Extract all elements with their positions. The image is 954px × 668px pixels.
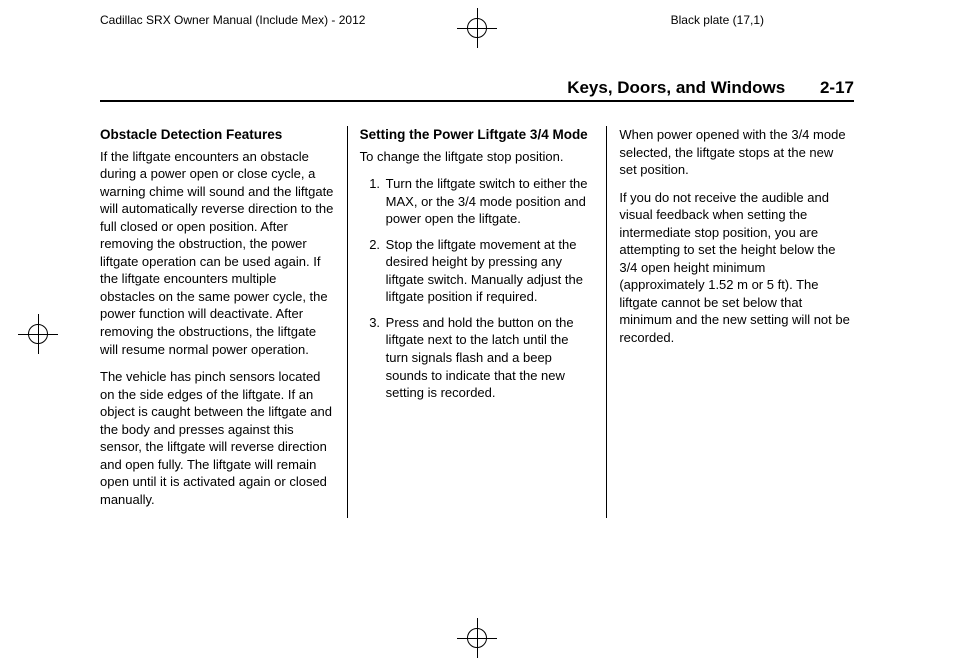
column-2: Setting the Power Liftgate 3/4 Mode To c… xyxy=(348,126,607,518)
plate-info: Black plate (17,1) xyxy=(671,13,764,27)
col1-heading: Obstacle Detection Features xyxy=(100,126,335,144)
registration-mark-left xyxy=(18,314,58,354)
page-number: 2-17 xyxy=(820,78,854,98)
registration-mark-top xyxy=(457,8,497,48)
col1-paragraph-2: The vehicle has pinch sensors located on… xyxy=(100,368,335,508)
manual-title: Cadillac SRX Owner Manual (Include Mex) … xyxy=(100,13,365,27)
col1-paragraph-1: If the liftgate encounters an obstacle d… xyxy=(100,148,335,359)
col2-step-1: Turn the liftgate switch to either the M… xyxy=(384,175,595,228)
col2-step-3: Press and hold the button on the liftgat… xyxy=(384,314,595,402)
col2-heading: Setting the Power Liftgate 3/4 Mode xyxy=(360,126,595,144)
column-1: Obstacle Detection Features If the liftg… xyxy=(100,126,347,518)
column-3: When power opened with the 3/4 mode sele… xyxy=(607,126,854,518)
content-columns: Obstacle Detection Features If the liftg… xyxy=(100,126,854,518)
page-header: Keys, Doors, and Windows 2-17 xyxy=(567,78,854,98)
col3-paragraph-1: When power opened with the 3/4 mode sele… xyxy=(619,126,854,179)
col2-steps: Turn the liftgate switch to either the M… xyxy=(360,175,595,402)
col2-step-2: Stop the liftgate movement at the desire… xyxy=(384,236,595,306)
col2-intro: To change the liftgate stop position. xyxy=(360,148,595,166)
chapter-title: Keys, Doors, and Windows xyxy=(567,78,785,98)
registration-mark-bottom xyxy=(457,618,497,658)
header-rule xyxy=(100,100,854,102)
col3-paragraph-2: If you do not receive the audible and vi… xyxy=(619,189,854,347)
